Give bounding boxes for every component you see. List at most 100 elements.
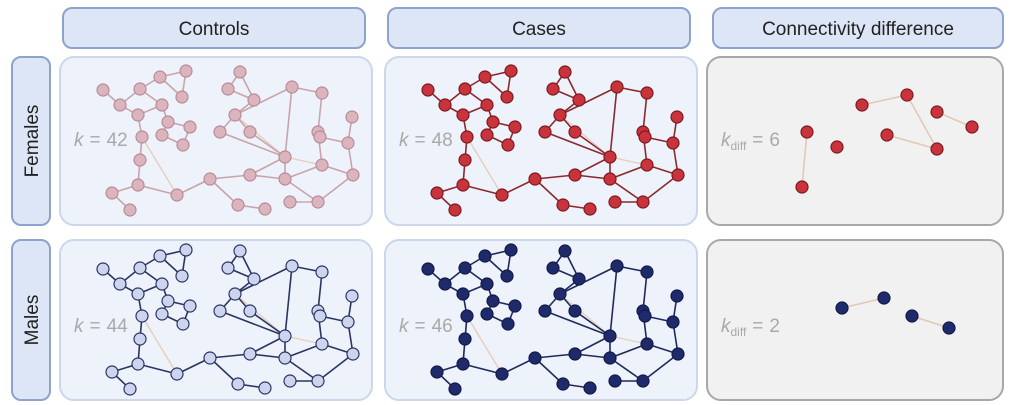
k-relation: = — [752, 130, 763, 151]
node — [558, 244, 572, 258]
k-value: 44 — [107, 316, 129, 337]
node — [133, 82, 147, 96]
edge — [559, 86, 618, 116]
node — [170, 188, 184, 202]
edge — [284, 178, 319, 203]
node — [538, 125, 552, 139]
node — [636, 374, 650, 388]
node — [603, 329, 617, 343]
node — [153, 249, 167, 263]
node — [228, 287, 242, 301]
column-headers: Controls Cases Connectivity difference — [62, 7, 1004, 49]
k-label: k = 46 — [399, 316, 453, 337]
panel-box — [706, 56, 1004, 226]
node — [603, 150, 617, 164]
node — [546, 82, 560, 96]
node — [500, 269, 514, 283]
node — [176, 138, 190, 152]
node — [508, 299, 522, 313]
k-subscript: diff — [731, 325, 747, 339]
node — [346, 168, 360, 182]
edge — [642, 353, 679, 382]
node — [942, 321, 956, 335]
node — [486, 115, 500, 129]
node — [155, 98, 169, 112]
node — [568, 304, 582, 318]
node — [795, 180, 809, 194]
panel: kdiff = 6 — [706, 56, 1004, 226]
node — [231, 198, 245, 212]
node — [161, 115, 175, 129]
node — [105, 365, 119, 379]
column-title: Controls — [179, 19, 250, 40]
node — [500, 90, 514, 104]
edge — [462, 363, 503, 375]
node — [528, 172, 542, 186]
node — [155, 307, 169, 321]
node — [830, 140, 844, 154]
edge — [544, 131, 611, 158]
node — [458, 153, 472, 167]
edge — [609, 86, 618, 158]
node — [155, 128, 169, 142]
node — [670, 110, 684, 124]
node — [456, 357, 470, 371]
node — [105, 186, 119, 200]
node — [666, 315, 680, 329]
node — [495, 367, 509, 381]
k-relation: = — [752, 316, 763, 337]
edge — [137, 363, 178, 375]
node — [179, 243, 193, 257]
node — [233, 65, 247, 79]
node — [315, 86, 329, 100]
node — [556, 198, 570, 212]
k-symbol: k — [721, 316, 732, 337]
k-label: k = 44 — [74, 316, 128, 337]
node — [636, 195, 650, 209]
k-symbol: k — [399, 316, 410, 337]
node — [183, 120, 197, 134]
node — [315, 265, 329, 279]
k-label: k = 48 — [399, 130, 453, 151]
k-value: 6 — [769, 130, 780, 151]
node — [640, 86, 654, 100]
node — [458, 82, 472, 96]
node — [131, 108, 145, 122]
node — [221, 261, 235, 275]
row-label: Females — [22, 105, 43, 178]
node — [501, 317, 515, 331]
node — [96, 83, 110, 97]
faint-edge — [234, 293, 286, 337]
node — [640, 158, 654, 172]
node — [345, 289, 359, 303]
node — [930, 105, 944, 119]
edge — [609, 178, 644, 203]
k-symbol: k — [721, 130, 732, 151]
node — [568, 125, 582, 139]
node — [176, 317, 190, 331]
node — [283, 374, 297, 388]
edge — [219, 310, 286, 337]
node — [480, 98, 494, 112]
k-subscript: diff — [731, 139, 747, 153]
node — [671, 168, 685, 182]
node — [572, 272, 586, 286]
node — [153, 70, 167, 84]
k-symbol: k — [74, 316, 85, 337]
edge — [234, 265, 293, 295]
node — [610, 80, 624, 94]
k-value: 48 — [432, 130, 453, 151]
node — [131, 357, 145, 371]
node — [480, 277, 494, 291]
node — [278, 329, 292, 343]
faint-edge — [559, 114, 611, 158]
node — [608, 374, 622, 388]
node — [835, 301, 849, 315]
node — [546, 261, 560, 275]
node — [179, 64, 193, 78]
node — [96, 262, 110, 276]
node — [243, 304, 257, 318]
node — [583, 381, 597, 395]
node — [480, 307, 494, 321]
